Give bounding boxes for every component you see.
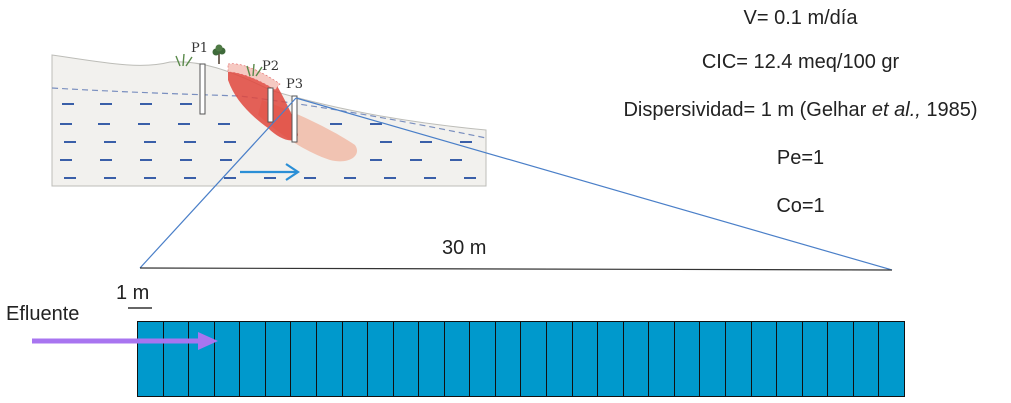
cell-size-label: 1 m (116, 282, 150, 304)
inflow-arrow-icon (32, 332, 218, 350)
grid-cell (878, 322, 904, 396)
grid-cell (801, 322, 828, 396)
grid-cell (392, 322, 419, 396)
grid-cell (699, 322, 725, 396)
model-grid (137, 321, 905, 397)
cross-section-diagram: P1 P2 P3 (51, 41, 487, 187)
well-p2 (267, 87, 274, 123)
grid-cell (315, 322, 342, 396)
grid-cell (443, 322, 470, 396)
cec-param: CIC= 12.4 meq/100 gr (701, 51, 900, 73)
dispersivity-year: 1985) (920, 99, 978, 121)
grid-cell (776, 322, 802, 396)
inflow-label: Efluente (6, 303, 80, 325)
dispersivity-param: Dispersividad= 1 m (Gelhar et al., 1985) (590, 98, 1011, 122)
grid-cell (622, 322, 649, 396)
grid-cell (546, 322, 572, 396)
tree-icon (212, 44, 226, 64)
grass-icon (175, 53, 263, 77)
grid-cell (673, 322, 700, 396)
grid-cell (239, 322, 265, 396)
grid-cell (341, 322, 368, 396)
dispersivity-text: Dispersividad= 1 m (Gelhar (623, 99, 872, 121)
initial-concentration-param: Co=1 (776, 195, 825, 217)
well-label-p1: P1 (191, 41, 208, 56)
well-p1 (199, 63, 206, 115)
grid-cell (367, 322, 393, 396)
domain-length-line (139, 267, 893, 271)
grid-cell (648, 322, 674, 396)
well-label-p3: P3 (286, 77, 303, 92)
groundwater-dashes (60, 103, 476, 179)
grid-cell (597, 322, 623, 396)
grid-cell (494, 322, 521, 396)
well-p3 (291, 95, 298, 143)
plume-core (228, 68, 298, 141)
grid-cell (264, 322, 291, 396)
grid-cell (162, 322, 189, 396)
plume-surface-spill (227, 63, 281, 91)
grid-cell (520, 322, 546, 396)
grid-cell (290, 322, 316, 396)
grid-cell (852, 322, 879, 396)
domain-length-label: 30 m (442, 237, 487, 259)
grid-cell (724, 322, 751, 396)
water-table-line (51, 87, 487, 139)
grid-cell (418, 322, 444, 396)
flow-direction-arrow-icon (240, 163, 300, 181)
dispersivity-italic: et al., (871, 99, 921, 121)
grid-cell (827, 322, 853, 396)
grid-cell (750, 322, 777, 396)
well-label-p2: P2 (262, 59, 279, 74)
grid-cell (469, 322, 495, 396)
grid-cell (213, 322, 240, 396)
peclet-param: Pe=1 (776, 147, 825, 169)
grid-cell (571, 322, 598, 396)
velocity-param: V= 0.1 m/día (743, 7, 858, 29)
grid-cell (138, 322, 163, 396)
